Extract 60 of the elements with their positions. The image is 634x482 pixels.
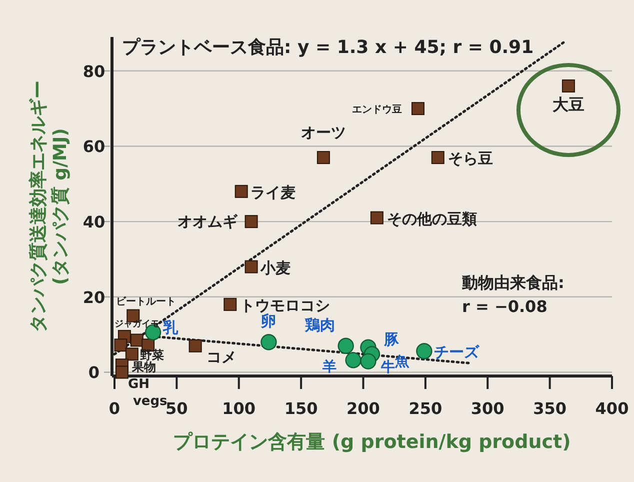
annotation: 鶏肉 [304, 316, 335, 334]
x-tick-label: 300 [470, 399, 504, 418]
y-tick-label: 0 [88, 363, 100, 382]
annotation: 小麦 [259, 258, 290, 277]
point [416, 343, 432, 360]
annotation: 乳 [162, 318, 180, 336]
x-tick-label: 150 [284, 399, 318, 418]
y-tick-label: 20 [82, 288, 106, 307]
point [115, 366, 128, 379]
point [338, 338, 354, 354]
point [244, 260, 258, 274]
point [114, 338, 128, 352]
annotation: オオムギ [177, 212, 238, 231]
x-tick-label: 50 [166, 399, 188, 418]
annotation: その他の豆類 [386, 210, 477, 228]
annotation: 魚 [394, 354, 410, 370]
x-tick-label: 350 [533, 399, 567, 418]
point [316, 151, 330, 164]
annotation: オーツ [300, 124, 346, 142]
annotation: ビートルート [116, 296, 176, 308]
annotation: 動物由来食品: r = −0.08 [461, 273, 564, 316]
point [360, 353, 376, 370]
point [244, 215, 258, 228]
point [130, 334, 144, 347]
point [260, 334, 277, 350]
annotation: プラントベース食品: y = 1.3 x + 45; r = 0.91 [122, 37, 534, 58]
point [188, 339, 202, 352]
annotation: 果物 [130, 360, 156, 374]
annotation: 卵 [260, 312, 276, 330]
annotation: 牛 [380, 359, 396, 376]
annotation: エンドウ豆 [352, 104, 402, 116]
x-tick-label: 0 [108, 399, 120, 418]
annotation: そら豆 [448, 150, 493, 168]
annotation: 野菜 [140, 348, 164, 362]
annotation: 豚 [383, 330, 400, 348]
y-tick-label: 60 [82, 137, 106, 156]
annotation: コメ [206, 348, 236, 366]
point [370, 211, 384, 224]
y-tick-label: 80 [82, 62, 106, 81]
x-tick-label: 400 [595, 399, 629, 418]
annotation: GH vegs [128, 377, 168, 410]
annotation: ジャガイモ [114, 318, 160, 330]
annotation: トウモロコシ [240, 296, 330, 314]
x-tick-label: 100 [222, 399, 256, 418]
point [562, 79, 575, 92]
x-tick-label: 200 [346, 399, 380, 418]
y-tick-label: 40 [82, 212, 106, 232]
annotation: 羊 [321, 359, 336, 376]
annotation: ライ麦 [250, 183, 296, 202]
annotation: 大豆 [552, 94, 584, 114]
x-tick-label: 250 [408, 399, 442, 418]
point [224, 298, 237, 311]
point [345, 352, 362, 368]
point [125, 348, 138, 361]
point [431, 151, 444, 164]
point [411, 102, 424, 116]
y-axis-title: タンパク質送達効率エネルギー (タンパク質 g/MJ) [28, 80, 71, 332]
point [234, 184, 248, 198]
x-axis-title: プロテイン含有量 (g protein/kg product) [173, 431, 571, 453]
annotation: チーズ [434, 343, 480, 362]
